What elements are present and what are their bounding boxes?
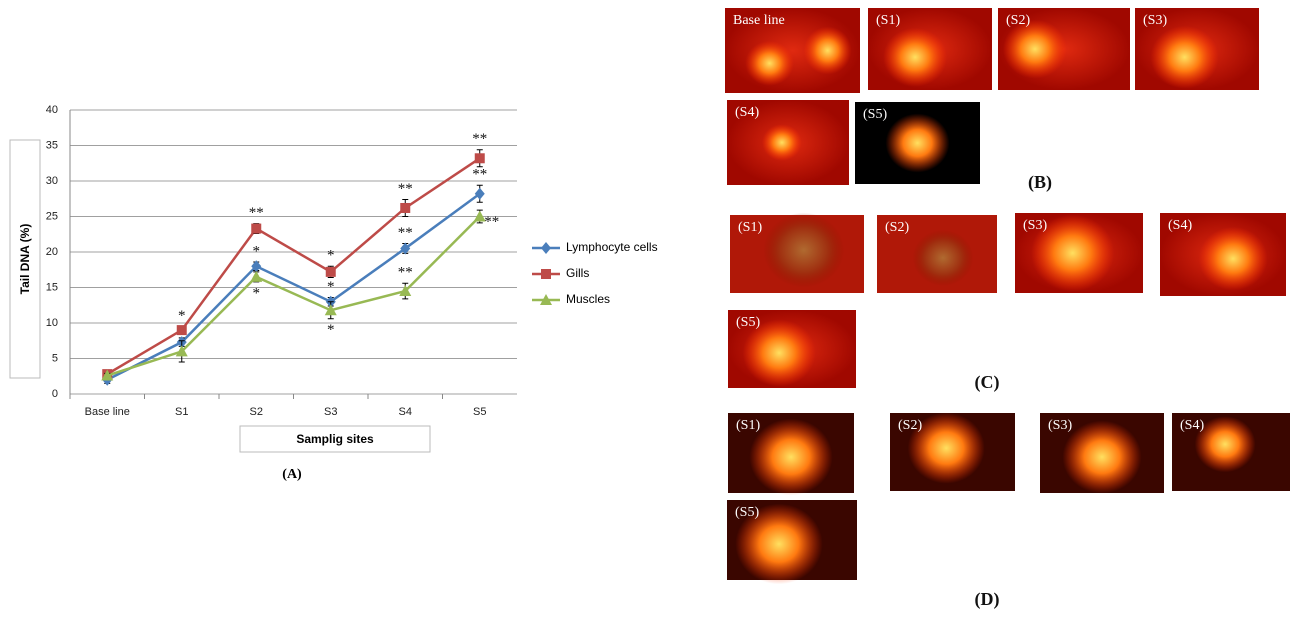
y-tick-label: 25 bbox=[46, 210, 58, 222]
figure: Tail DNA (%) Samplig sites (A) 0 5 10 15 20 2… bbox=[0, 0, 1290, 614]
y-tick-label: 0 bbox=[52, 388, 58, 400]
significance: ** bbox=[398, 181, 413, 197]
marker bbox=[177, 325, 187, 335]
image-label: (S3) bbox=[1048, 418, 1072, 433]
image-label: (S3) bbox=[1143, 13, 1167, 28]
series-line bbox=[107, 158, 480, 374]
comet-spot bbox=[883, 28, 947, 87]
x-tick-label: S3 bbox=[324, 406, 337, 418]
marker bbox=[251, 224, 261, 234]
comet-spot bbox=[762, 124, 802, 161]
marker bbox=[541, 269, 551, 279]
image-label: (S2) bbox=[1006, 13, 1030, 28]
comet-spot bbox=[745, 41, 794, 86]
comet-spot bbox=[886, 113, 950, 172]
image-label: (S5) bbox=[735, 505, 759, 520]
legend-label: Lymphocyte cells bbox=[566, 240, 658, 254]
image-label: (S2) bbox=[898, 418, 922, 433]
image-label: (S4) bbox=[1180, 418, 1204, 433]
image-label: (S1) bbox=[738, 220, 762, 235]
image-label: (S2) bbox=[885, 220, 909, 235]
y-tick-label: 10 bbox=[46, 317, 58, 329]
y-tick-label: 35 bbox=[46, 139, 58, 151]
y-tick-label: 15 bbox=[46, 281, 58, 293]
x-tick-label: S4 bbox=[399, 406, 412, 418]
y-tick-label: 20 bbox=[46, 246, 58, 258]
x-tick-label: S2 bbox=[250, 406, 263, 418]
y-tick-label: 30 bbox=[46, 175, 58, 187]
significance: ** bbox=[472, 131, 487, 147]
image-label: Base line bbox=[733, 13, 785, 28]
significance: ** bbox=[398, 225, 413, 241]
significance: * bbox=[253, 243, 261, 259]
comet-spot bbox=[1199, 227, 1268, 291]
significance: ** bbox=[484, 214, 499, 230]
marker bbox=[475, 153, 485, 163]
caption: (A) bbox=[282, 467, 302, 482]
page: {"chart_data": {"type": "line", "caption… bbox=[0, 0, 1290, 614]
comet-spot bbox=[763, 213, 844, 288]
x-tick-label: S5 bbox=[473, 406, 486, 418]
y-tick-label: 5 bbox=[52, 352, 58, 364]
significance: * bbox=[253, 285, 261, 301]
image-label: (S1) bbox=[876, 13, 900, 28]
x-axis-title: Samplig sites bbox=[296, 432, 374, 446]
legend-label: Muscles bbox=[566, 292, 610, 306]
image-label: (S4) bbox=[1168, 218, 1192, 233]
significance: ** bbox=[249, 205, 264, 221]
marker bbox=[400, 242, 410, 254]
legend-label: Gills bbox=[566, 266, 589, 280]
comet-spot bbox=[1062, 421, 1141, 494]
marker bbox=[326, 267, 336, 277]
marker bbox=[541, 242, 551, 254]
significance: * bbox=[327, 322, 335, 338]
image-label: (S4) bbox=[735, 105, 759, 120]
x-tick-label: S1 bbox=[175, 406, 188, 418]
comet-spot bbox=[749, 419, 832, 496]
image-label: (S3) bbox=[1023, 218, 1047, 233]
comet-spot bbox=[1150, 26, 1218, 89]
significance: * bbox=[178, 308, 186, 324]
comet-spot bbox=[1003, 19, 1067, 78]
significance: * bbox=[327, 248, 335, 264]
marker bbox=[475, 188, 485, 200]
marker bbox=[400, 203, 410, 213]
marker bbox=[250, 271, 262, 282]
panel-caption: (D) bbox=[975, 589, 1000, 610]
image-label: (S5) bbox=[863, 107, 887, 122]
y-axis-title: Tail DNA (%) bbox=[18, 224, 32, 295]
comet-spot bbox=[804, 27, 852, 75]
y-tick-label: 40 bbox=[46, 104, 58, 116]
panel-caption: (C) bbox=[975, 372, 1000, 393]
series-line bbox=[107, 194, 480, 380]
significance: * bbox=[327, 279, 335, 295]
image-label: (S1) bbox=[736, 418, 760, 433]
significance: ** bbox=[398, 265, 413, 281]
comet-spot bbox=[913, 230, 974, 286]
image-label: (S5) bbox=[736, 315, 760, 330]
significance: ** bbox=[472, 167, 487, 183]
panel-caption: (B) bbox=[1028, 172, 1052, 193]
x-tick-label: Base line bbox=[85, 406, 130, 418]
